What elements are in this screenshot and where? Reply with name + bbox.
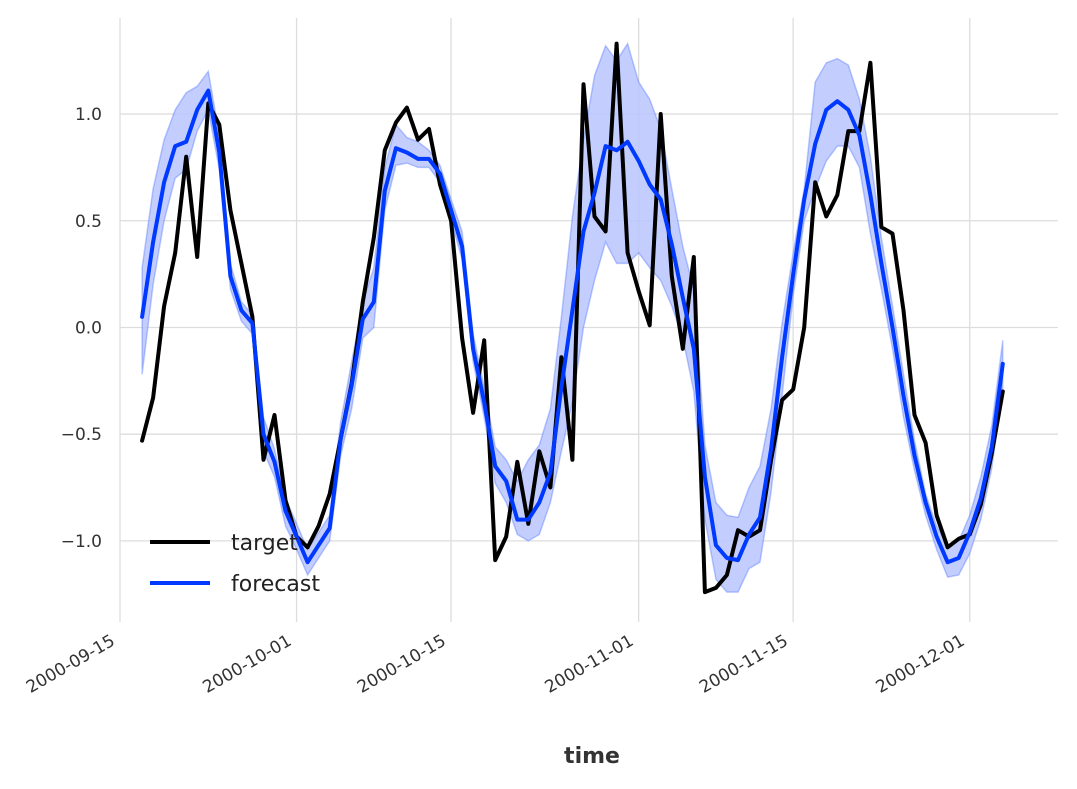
x-axis-ticks: 2000-09-15 2000-10-01 2000-10-15 2000-11-01… xyxy=(23,631,968,698)
x-tick-label: 2000-10-01 xyxy=(200,631,296,698)
x-axis-title: time xyxy=(564,744,620,769)
legend: target forecast xyxy=(150,531,320,597)
y-tick-label: −1.0 xyxy=(61,532,102,552)
grid xyxy=(119,18,1058,622)
y-tick-label: 0.5 xyxy=(75,212,102,232)
y-tick-label: −0.5 xyxy=(61,425,102,445)
y-axis-ticks: 1.0 0.5 0.0 −0.5 −1.0 xyxy=(61,105,102,552)
x-tick-label: 2000-10-15 xyxy=(354,631,450,698)
x-tick-label: 2000-12-01 xyxy=(873,631,969,698)
x-tick-label: 2000-11-15 xyxy=(696,631,792,698)
legend-label-forecast: forecast xyxy=(231,572,320,597)
x-tick-label: 2000-11-01 xyxy=(542,631,638,698)
y-tick-label: 0.0 xyxy=(75,318,102,338)
y-tick-label: 1.0 xyxy=(75,105,102,125)
x-tick-label: 2000-09-15 xyxy=(23,631,119,698)
legend-label-target: target xyxy=(231,531,298,556)
series-lines xyxy=(140,41,1005,595)
series-line-forecast xyxy=(140,88,1005,565)
